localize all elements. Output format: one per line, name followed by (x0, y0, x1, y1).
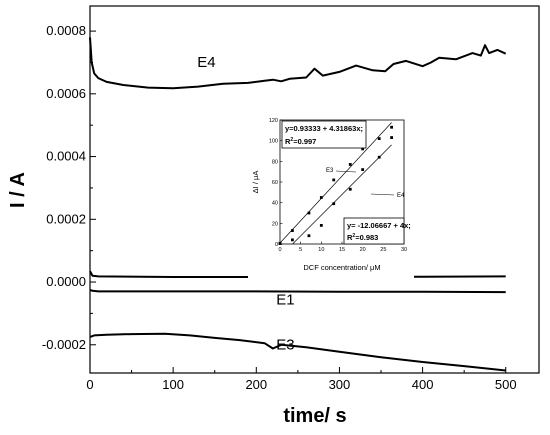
x-tick-label: 400 (412, 377, 434, 392)
inset-label-e3: E3 (326, 168, 334, 174)
equation-e3-line2: R2=0.997 (285, 137, 316, 146)
y-tick-label: 0.0000 (46, 274, 86, 289)
inset-x-tick-label: 5 (299, 247, 302, 253)
data-point-e4 (291, 238, 294, 242)
equation-box-e4 (343, 217, 405, 245)
data-point-e4 (361, 168, 365, 171)
data-point-e4 (390, 136, 393, 139)
data-point-e3 (377, 137, 381, 140)
y-tick-label: -0.0002 (42, 337, 86, 352)
inset-x-tick-label: 20 (360, 247, 366, 253)
inset-chart: 0 5 10 15 20 25 30 0 20 40 60 80 100 120 y=0.93333 + … (248, 112, 414, 280)
main-series (89, 37, 507, 372)
main-ticks: 0 100 200 300 400 500-0.00020.00000.00020.000… (42, 23, 517, 392)
y-tick-label: 0.0004 (46, 149, 86, 164)
series-line-e3 (89, 332, 506, 372)
data-point-e4 (332, 202, 336, 206)
inset-y-tick-label: 60 (272, 180, 278, 186)
inset-y-tick-label: 120 (269, 118, 278, 124)
equation-box-e3 (281, 120, 367, 149)
inset-y-tick-label: 20 (272, 221, 278, 227)
data-point-e3 (319, 196, 323, 199)
x-tick-label: 0 (86, 377, 93, 392)
x-tick-label: 500 (495, 377, 517, 392)
inset-y-tick-label: 100 (269, 139, 278, 145)
y-tick-label: 0.0006 (46, 86, 86, 101)
plot-frame (89, 5, 540, 374)
inset-y-tick-label: 80 (272, 159, 278, 165)
equation-e3-line1: y=0.93333 + 4.31863x; (285, 124, 363, 133)
x-axis-title: time/ s (283, 405, 346, 427)
inset-y-axis-title: ΔI / μA (251, 171, 260, 194)
series-label-e4: E4 (197, 54, 215, 71)
data-point-e4 (348, 187, 352, 191)
inset-x-tick-label: 10 (318, 247, 324, 253)
data-point-e4 (307, 234, 311, 238)
data-point-e3 (332, 178, 336, 182)
inset-x-tick-label: 15 (339, 247, 345, 253)
inset-x-tick-label: 30 (401, 247, 407, 253)
inset-label-e4: E4 (397, 193, 405, 199)
inset-x-tick-label: 0 (278, 247, 281, 253)
equation-e4-line1: y= -12.06667 + 4x; (347, 221, 411, 230)
data-point-e3 (348, 163, 352, 166)
inset-y-tick-label: 0 (275, 242, 278, 248)
inset-x-axis-title: DCF concentration/ μM (303, 263, 380, 272)
series-label-e3: E3 (276, 336, 294, 353)
y-axis-title: I / A (7, 172, 29, 208)
series-line-e4 (89, 37, 507, 90)
inset-x-tick-label: 25 (380, 247, 386, 253)
x-tick-label: 200 (245, 377, 267, 392)
inset-marks (278, 122, 393, 245)
inset-ticks: 0 5 10 15 20 25 30 0 20 40 60 80 100 120 (269, 118, 407, 253)
data-point-e3 (361, 147, 365, 151)
data-point-e3 (291, 229, 294, 232)
x-tick-label: 300 (329, 377, 351, 392)
data-point-e4 (319, 224, 323, 227)
inset-pointer-e3 (335, 170, 357, 173)
fit-line-e4 (292, 144, 392, 245)
data-point-e3 (307, 211, 311, 215)
data-point-e3 (390, 125, 393, 129)
y-tick-label: 0.0002 (46, 211, 86, 226)
equation-e4-line2: R2=0.983 (347, 233, 378, 242)
y-tick-label: 0.0008 (46, 23, 86, 38)
inset-pointer-e4 (370, 193, 395, 196)
data-point-e4 (278, 242, 282, 245)
series-line-e1 (89, 288, 506, 294)
data-point-e4 (377, 155, 381, 159)
fit-line-e3 (279, 122, 392, 244)
inset-y-tick-label: 40 (272, 201, 278, 207)
series-label-e1: E1 (276, 292, 294, 309)
x-tick-label: 100 (162, 377, 184, 392)
